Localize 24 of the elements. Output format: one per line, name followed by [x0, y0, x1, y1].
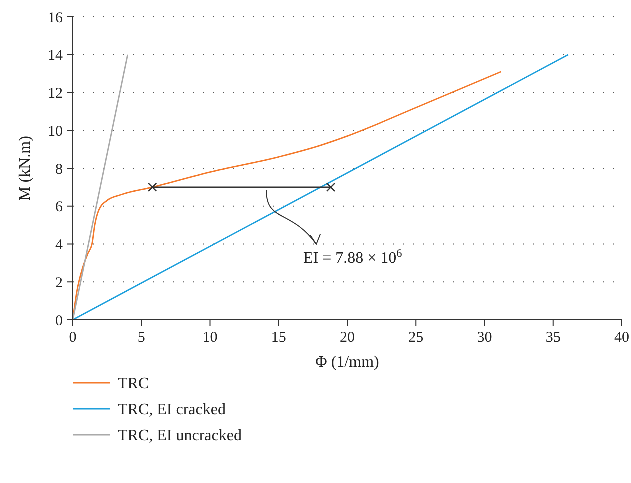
x-tick-label: 15	[271, 330, 286, 346]
y-tick-label: 16	[48, 10, 64, 26]
x-tick-label: 5	[138, 330, 146, 346]
y-tick-label: 8	[56, 162, 63, 178]
x-tick-label: 35	[546, 330, 561, 346]
y-tick-label: 12	[48, 86, 63, 102]
legend-label: TRC	[118, 376, 150, 393]
x-tick-label: 20	[340, 330, 355, 346]
x-axis-title: Φ (1/mm)	[316, 354, 380, 371]
x-tick-label: 10	[202, 330, 218, 346]
y-tick-label: 4	[56, 238, 64, 254]
y-tick-label: 6	[56, 200, 64, 216]
y-tick-label: 10	[48, 124, 63, 140]
legend-label: TRC, EI uncracked	[118, 428, 242, 445]
legend-label: TRC, EI cracked	[118, 402, 226, 419]
y-tick-label: 14	[48, 48, 64, 64]
x-tick-label: 0	[69, 330, 77, 346]
annotation: EI = 7.88 × 10$^{6}$	[304, 248, 403, 268]
x-tick-label: 40	[614, 330, 630, 346]
y-tick-label: 2	[56, 275, 63, 292]
y-axis-title: M (kN.m)	[17, 136, 34, 201]
x-tick-label: 30	[477, 330, 492, 346]
x-tick-label: 25	[408, 330, 424, 346]
y-tick-label: 0	[56, 313, 63, 330]
